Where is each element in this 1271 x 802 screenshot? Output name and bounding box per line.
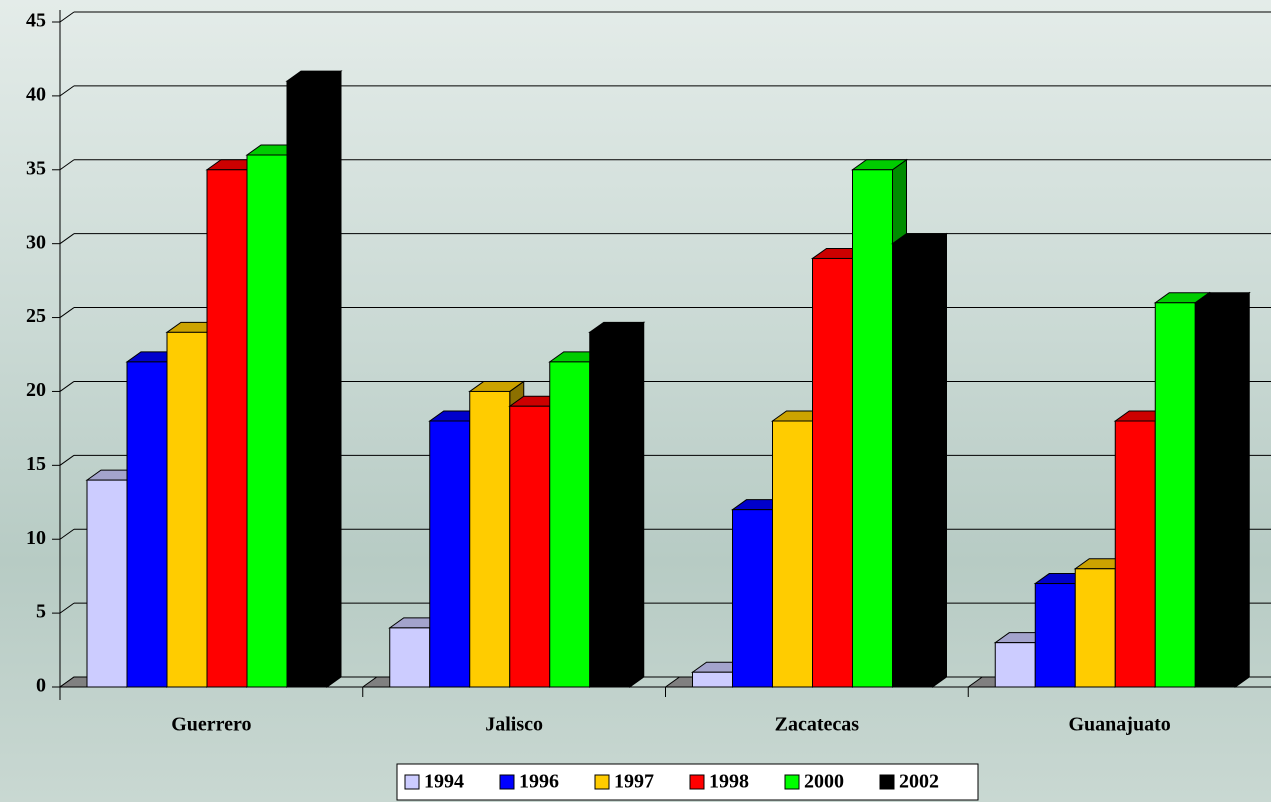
legend-label: 2000 bbox=[804, 771, 844, 793]
legend-label: 2002 bbox=[899, 771, 939, 793]
bar bbox=[994, 642, 1036, 688]
y-tick-label: 40 bbox=[26, 83, 46, 105]
bar bbox=[429, 420, 471, 688]
bar bbox=[549, 361, 591, 688]
bar bbox=[692, 671, 733, 688]
bar bbox=[1194, 302, 1236, 688]
bar-side bbox=[629, 321, 645, 688]
bar bbox=[286, 80, 328, 688]
y-tick-label: 10 bbox=[26, 527, 46, 549]
legend-swatch bbox=[689, 774, 705, 790]
bar bbox=[852, 169, 893, 688]
bar bbox=[206, 169, 248, 688]
y-tick-label: 30 bbox=[26, 231, 46, 253]
grid-line bbox=[59, 159, 75, 171]
x-tick-label: Guanajuato bbox=[1069, 714, 1171, 736]
bar bbox=[1074, 568, 1116, 688]
bar-side bbox=[326, 70, 342, 688]
legend-swatch bbox=[879, 774, 895, 790]
bar-side bbox=[932, 232, 947, 688]
y-tick-label: 45 bbox=[26, 10, 46, 32]
bar-side bbox=[1234, 291, 1250, 688]
grid-line bbox=[59, 528, 75, 540]
legend-label: 1997 bbox=[614, 771, 654, 793]
y-tick-label: 25 bbox=[26, 305, 46, 327]
bar bbox=[246, 154, 288, 688]
y-tick-label: 35 bbox=[26, 157, 46, 179]
legend-swatch bbox=[594, 774, 610, 790]
y-tick-label: 15 bbox=[26, 453, 46, 475]
bar bbox=[812, 257, 853, 688]
grid-line bbox=[59, 307, 75, 318]
bar bbox=[892, 243, 933, 688]
y-tick-label: 0 bbox=[36, 675, 46, 697]
bar bbox=[469, 390, 511, 688]
grid-line bbox=[59, 381, 75, 392]
grid-line bbox=[59, 11, 75, 23]
bar bbox=[509, 405, 551, 688]
y-tick-label: 5 bbox=[36, 601, 46, 623]
bar bbox=[86, 479, 128, 688]
bar bbox=[589, 331, 631, 688]
bars bbox=[85, 70, 1251, 688]
legend-swatch bbox=[499, 774, 515, 790]
y-tick-label: 20 bbox=[26, 379, 46, 401]
grid-line bbox=[59, 233, 75, 245]
bar bbox=[732, 509, 773, 688]
legend-swatch bbox=[404, 774, 420, 790]
bar bbox=[1034, 583, 1076, 688]
legend-label: 1996 bbox=[519, 771, 559, 793]
legend-swatch bbox=[784, 774, 800, 790]
x-tick-label: Jalisco bbox=[485, 714, 543, 736]
bar bbox=[166, 331, 208, 688]
grid-line bbox=[59, 85, 75, 97]
bar bbox=[772, 420, 813, 688]
bar bbox=[1154, 302, 1196, 688]
x-tick-label: Zacatecas bbox=[775, 714, 860, 736]
grid-line bbox=[59, 454, 75, 466]
bar bbox=[126, 361, 168, 688]
bar bbox=[1114, 420, 1156, 688]
grid-line bbox=[59, 602, 75, 614]
legend-label: 1998 bbox=[709, 771, 749, 793]
bar bbox=[389, 627, 431, 688]
x-tick-label: Guerrero bbox=[171, 714, 251, 736]
legend-items: 1994 1996 1997 1998 2000 2002 bbox=[404, 771, 939, 793]
legend-label: 1994 bbox=[424, 771, 464, 793]
